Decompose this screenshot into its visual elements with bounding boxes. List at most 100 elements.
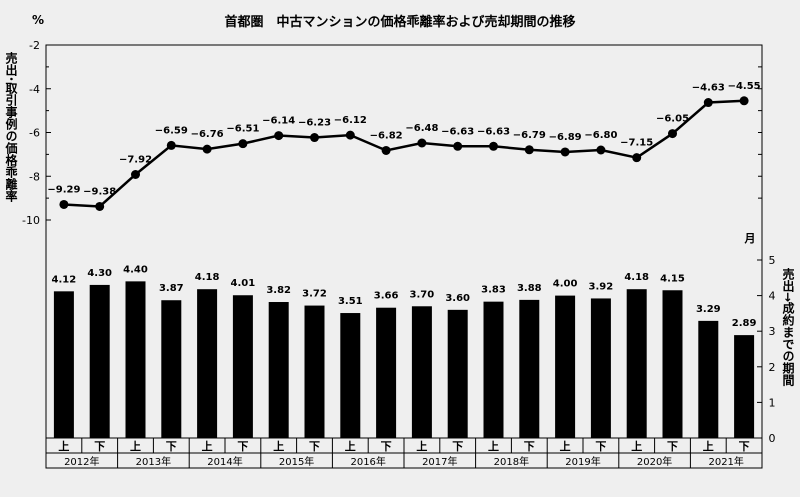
left-tick-label: -4 xyxy=(29,83,40,96)
half-label: 下 xyxy=(739,440,750,453)
half-label: 上 xyxy=(130,439,141,453)
line-point xyxy=(703,98,713,108)
bar-label: 3.82 xyxy=(266,285,291,296)
half-label: 下 xyxy=(309,440,320,453)
half-label: 上 xyxy=(58,439,69,453)
left-axis: -2 -4 -6 -8 -10 xyxy=(22,39,51,227)
line-series: −9.29 −9.38 −7.92 −6.59 −6.76 −6.51−6.14 −6.23… xyxy=(47,81,761,211)
line-point-label: −7.15 xyxy=(620,138,653,149)
half-label: 下 xyxy=(524,440,535,453)
line-point xyxy=(238,139,248,149)
half-label: 下 xyxy=(595,440,606,453)
bar xyxy=(268,302,289,438)
year-label: 2019年 xyxy=(565,455,600,468)
line-point xyxy=(310,133,319,143)
half-label: 下 xyxy=(166,440,177,453)
line-point xyxy=(95,201,105,211)
left-axis-label: 売出･取引事例の価格乖離率 xyxy=(4,51,18,203)
line-point-label: −6.12 xyxy=(334,115,367,126)
line-point xyxy=(166,140,176,150)
line-point-label: −6.76 xyxy=(191,129,224,140)
line-point-label: −7.92 xyxy=(119,155,152,166)
half-label: 下 xyxy=(452,440,463,453)
bar xyxy=(626,289,647,438)
bar-label: 4.18 xyxy=(195,272,220,283)
line-point xyxy=(560,147,570,157)
line-point-label: −6.63 xyxy=(441,126,474,137)
bar-label: 3.88 xyxy=(517,283,542,294)
half-label: 上 xyxy=(560,439,571,453)
bar xyxy=(232,295,253,438)
bar-label: 3.92 xyxy=(589,281,614,292)
line-point xyxy=(668,129,677,139)
left-tick-label: -8 xyxy=(29,170,40,183)
bar xyxy=(161,300,182,438)
line-point-label: −6.51 xyxy=(226,124,259,135)
half-label: 下 xyxy=(94,440,105,453)
bar-label: 4.01 xyxy=(231,278,256,289)
line-point xyxy=(739,96,749,106)
bar-label: 4.40 xyxy=(123,264,148,275)
bar-label: 3.83 xyxy=(481,285,506,296)
year-label: 2012年 xyxy=(64,455,99,468)
bar-label: 3.66 xyxy=(374,291,399,302)
bar-label: 3.51 xyxy=(338,296,363,307)
bar xyxy=(89,284,110,438)
half-label: 上 xyxy=(416,439,427,453)
bar-label: 4.15 xyxy=(660,273,685,284)
line-point xyxy=(632,153,642,163)
line-point-label: −4.55 xyxy=(728,81,761,92)
bar xyxy=(662,290,683,438)
bar-label: 3.29 xyxy=(696,304,721,315)
bar xyxy=(197,289,218,438)
line-point xyxy=(453,141,463,151)
right-tick-label: 3 xyxy=(769,325,776,338)
bar-label: 4.30 xyxy=(87,268,112,279)
bar xyxy=(411,306,432,438)
bar-label: 4.18 xyxy=(624,272,649,283)
half-label: 上 xyxy=(202,439,213,453)
line-point xyxy=(131,170,140,179)
chart-title: 首都圏 中古マンションの価格乖離率および売却期間の推移 xyxy=(224,14,575,30)
bar xyxy=(304,305,325,438)
line-point-label: −9.29 xyxy=(47,184,80,195)
year-label: 2020年 xyxy=(637,455,672,468)
bar xyxy=(53,291,74,438)
half-label: 上 xyxy=(631,439,642,453)
bar xyxy=(555,295,576,438)
half-label: 上 xyxy=(703,439,714,453)
year-label: 2016年 xyxy=(350,455,385,468)
year-label: 2021年 xyxy=(708,455,743,468)
right-tick-label: 0 xyxy=(769,432,776,445)
bar-label: 4.12 xyxy=(52,274,77,285)
year-label: 2014年 xyxy=(207,455,242,468)
line-point xyxy=(524,145,534,155)
line-point-label: −6.79 xyxy=(513,130,546,141)
line-point-label: −6.14 xyxy=(262,116,295,127)
year-label: 2017年 xyxy=(422,455,457,468)
line-path xyxy=(63,99,745,208)
right-tick-label: 1 xyxy=(769,396,776,409)
right-axis-label: 売出→成約までの期間 xyxy=(781,267,795,387)
bar xyxy=(125,281,146,438)
line-point-label: −6.89 xyxy=(549,132,582,143)
half-label: 下 xyxy=(381,440,392,453)
line-point xyxy=(489,141,498,151)
line-point xyxy=(345,130,355,140)
line-point xyxy=(596,145,606,155)
bar-label: 3.72 xyxy=(302,289,327,300)
year-label: 2018年 xyxy=(494,455,529,468)
bar xyxy=(447,309,468,438)
half-label: 上 xyxy=(273,439,284,453)
line-point-label: −6.82 xyxy=(370,130,403,141)
half-label: 下 xyxy=(237,440,248,453)
line-point xyxy=(381,145,391,155)
bar xyxy=(483,301,504,438)
half-label: 上 xyxy=(345,439,356,453)
bar xyxy=(376,307,397,438)
half-label: 下 xyxy=(667,440,678,453)
bar-label: 3.87 xyxy=(159,283,184,294)
line-point xyxy=(202,144,212,154)
year-label: 2013年 xyxy=(136,455,171,468)
